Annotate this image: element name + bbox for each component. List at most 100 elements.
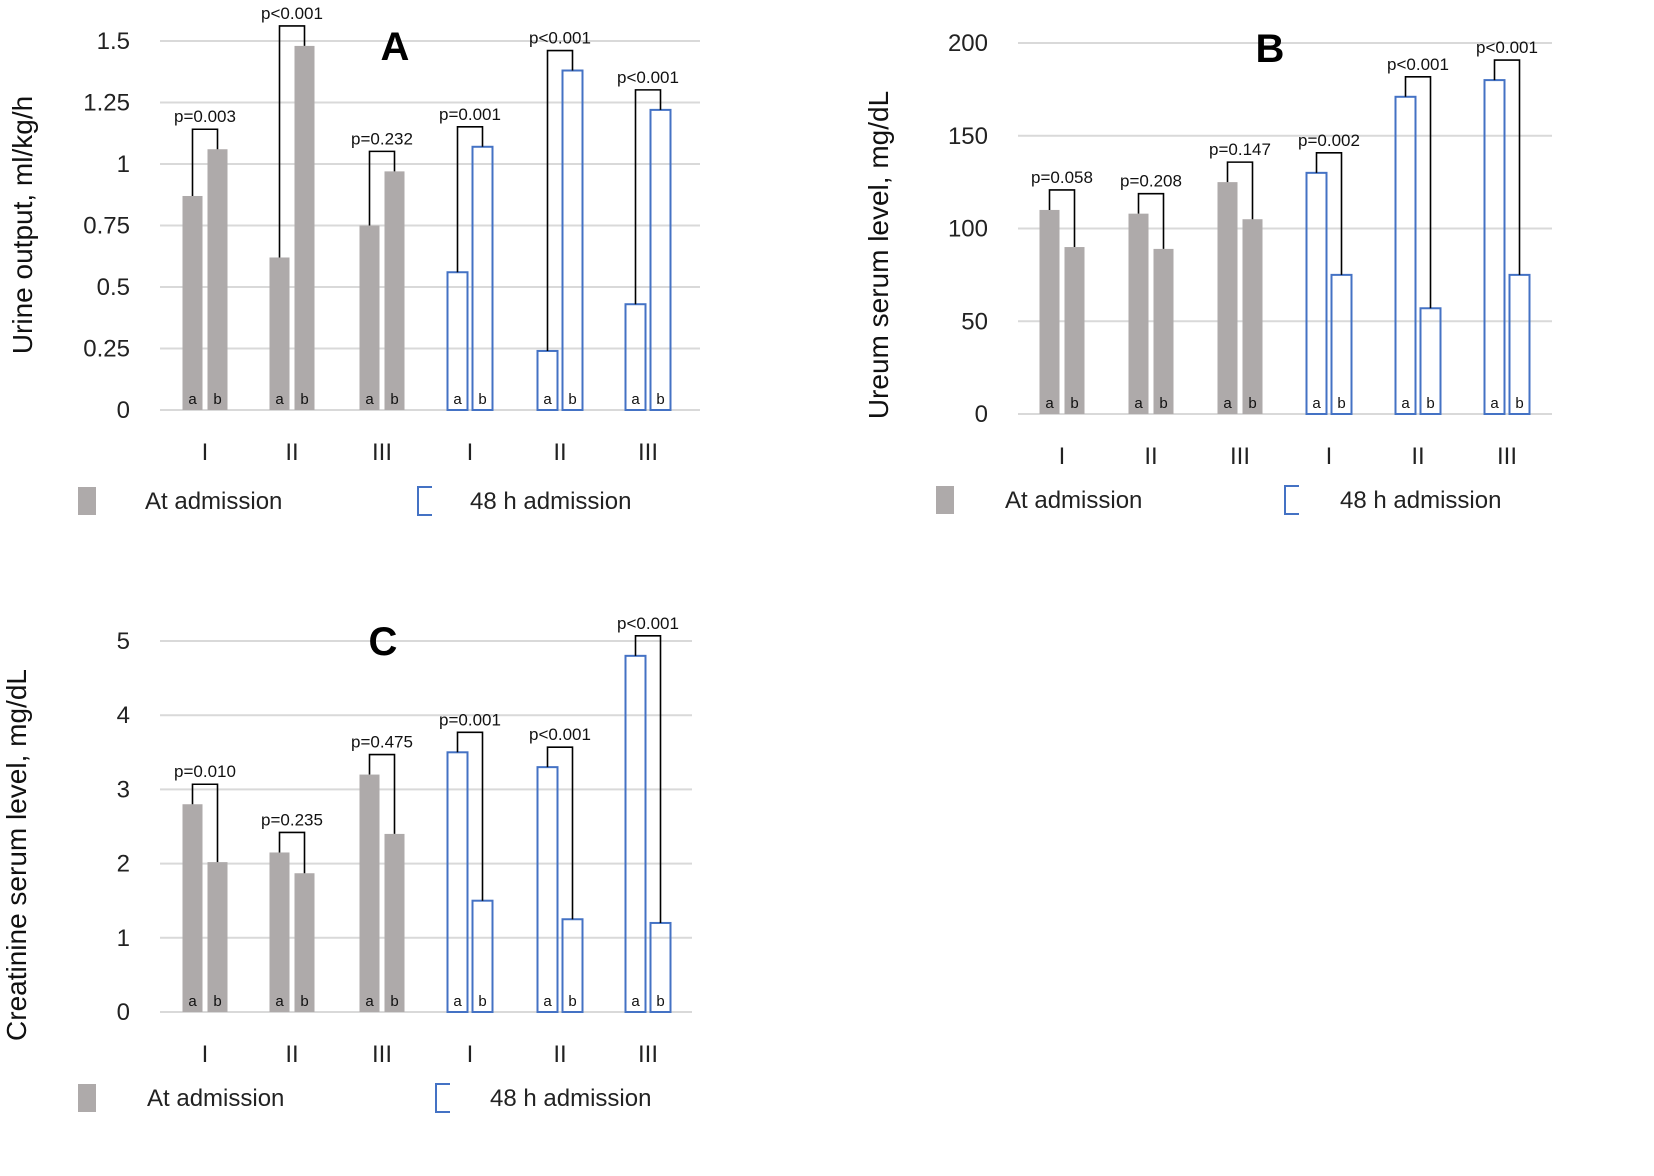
bar-series-label: a [543, 391, 552, 408]
bar-a [1217, 182, 1238, 414]
bar-series-label: a [1490, 395, 1499, 412]
bar-series-label: a [365, 391, 374, 408]
bar-a [182, 195, 203, 410]
x-tick-label: III [372, 439, 392, 466]
y-axis-label: Creatinine serum level, mg/dL [1, 669, 32, 1041]
legend-swatch-admission [936, 486, 954, 514]
panel-letter: B [1256, 27, 1285, 71]
legend: At admission 48 h admission [936, 485, 1501, 515]
y-tick-label: 0 [117, 397, 130, 424]
bar-series-label: b [213, 993, 221, 1010]
bar-label-bg [1308, 392, 1325, 412]
bar-series-label: a [188, 391, 197, 408]
bar-label-bg [1422, 392, 1439, 412]
bar-label-bg [474, 388, 491, 408]
bar-b [384, 171, 405, 410]
bar-series-label: b [1515, 395, 1523, 412]
significance-bracket [634, 89, 662, 305]
bar-a [446, 751, 469, 1013]
legend-label-48h: 48 h admission [470, 488, 631, 515]
y-tick-label: 1.5 [97, 28, 130, 55]
bar-a [182, 804, 203, 1012]
x-tick-label: III [638, 439, 658, 466]
bar-b [1153, 248, 1174, 414]
bar-series-label: b [568, 993, 576, 1010]
x-tick-label: III [1497, 443, 1517, 470]
y-tick-label: 200 [948, 30, 988, 57]
significance-bracket [278, 831, 306, 874]
bar-series-label: b [213, 391, 221, 408]
bar-a [624, 654, 647, 1014]
bar-series-label: a [365, 993, 374, 1010]
legend-label-admission: At admission [147, 1085, 284, 1112]
p-value-label: p=0.232 [351, 129, 413, 148]
x-tick-label: I [467, 439, 474, 466]
bar-series-label: b [1426, 395, 1434, 412]
y-tick-label: 3 [117, 776, 130, 803]
significance-bracket [1315, 152, 1343, 275]
x-tick-label: I [467, 1041, 474, 1068]
significance-bracket [546, 49, 574, 351]
bar-b [294, 873, 315, 1012]
p-value-label: p<0.001 [617, 68, 679, 87]
legend-swatch-48h [1284, 485, 1299, 515]
y-tick-label: 0 [975, 401, 988, 428]
bar-label-bg [539, 990, 556, 1010]
p-value-label: p<0.001 [529, 725, 591, 744]
x-tick-label: III [1230, 443, 1250, 470]
legend-label-admission: At admission [1005, 487, 1142, 514]
legend-swatch-48h [435, 1083, 450, 1113]
bar-label-bg [449, 388, 466, 408]
p-value-label: p=0.010 [174, 762, 236, 781]
y-tick-label: 2 [117, 851, 130, 878]
bar-series-label: b [1070, 395, 1078, 412]
p-value-label: p<0.001 [529, 29, 591, 48]
bar-label-bg [564, 388, 581, 408]
p-value-label: p<0.001 [617, 614, 679, 633]
p-value-label: p=0.001 [439, 710, 501, 729]
p-value-label: p=0.235 [261, 810, 323, 829]
p-value-label: p=0.208 [1120, 172, 1182, 191]
y-tick-label: 1 [117, 925, 130, 952]
bar-a [1394, 95, 1417, 415]
significance-bracket [278, 25, 306, 258]
bar-a [269, 852, 290, 1012]
y-tick-label: 5 [117, 628, 130, 655]
bar-series-label: a [1134, 395, 1143, 412]
bar-series-label: a [275, 993, 284, 1010]
bar-series-label: a [188, 993, 197, 1010]
bar-series-label: a [275, 391, 284, 408]
p-value-label: p<0.001 [1387, 55, 1449, 74]
bar-label-bg [1511, 392, 1528, 412]
x-tick-label: II [1144, 443, 1157, 470]
significance-bracket [1226, 161, 1254, 220]
bar-series-label: b [568, 391, 576, 408]
bar-series-label: a [453, 391, 462, 408]
y-tick-label: 150 [948, 123, 988, 150]
y-tick-label: 0 [117, 999, 130, 1026]
bar-series-label: b [478, 391, 486, 408]
bar-a [1483, 79, 1506, 415]
y-axis-label: Ureum serum level, mg/dL [863, 91, 894, 419]
legend-swatch-admission [78, 487, 96, 515]
bar-b [1064, 247, 1085, 414]
bar-b [207, 862, 228, 1012]
bar-b [207, 149, 228, 411]
significance-bracket [546, 746, 574, 920]
bar-series-label: a [1312, 395, 1321, 412]
x-tick-label: III [638, 1041, 658, 1068]
legend-swatch-48h [417, 486, 432, 516]
p-value-label: p=0.003 [174, 107, 236, 126]
bar-a [269, 257, 290, 410]
bar-series-label: a [631, 391, 640, 408]
x-tick-label: I [202, 439, 209, 466]
significance-bracket [456, 731, 484, 901]
significance-bracket [368, 150, 396, 226]
y-tick-label: 1.25 [83, 90, 130, 117]
bar-label-bg [627, 388, 644, 408]
legend-swatch-admission [78, 1084, 96, 1112]
bar-series-label: a [1045, 395, 1054, 412]
bar-b [294, 45, 315, 411]
x-tick-label: II [285, 439, 298, 466]
x-tick-label: II [1411, 443, 1424, 470]
